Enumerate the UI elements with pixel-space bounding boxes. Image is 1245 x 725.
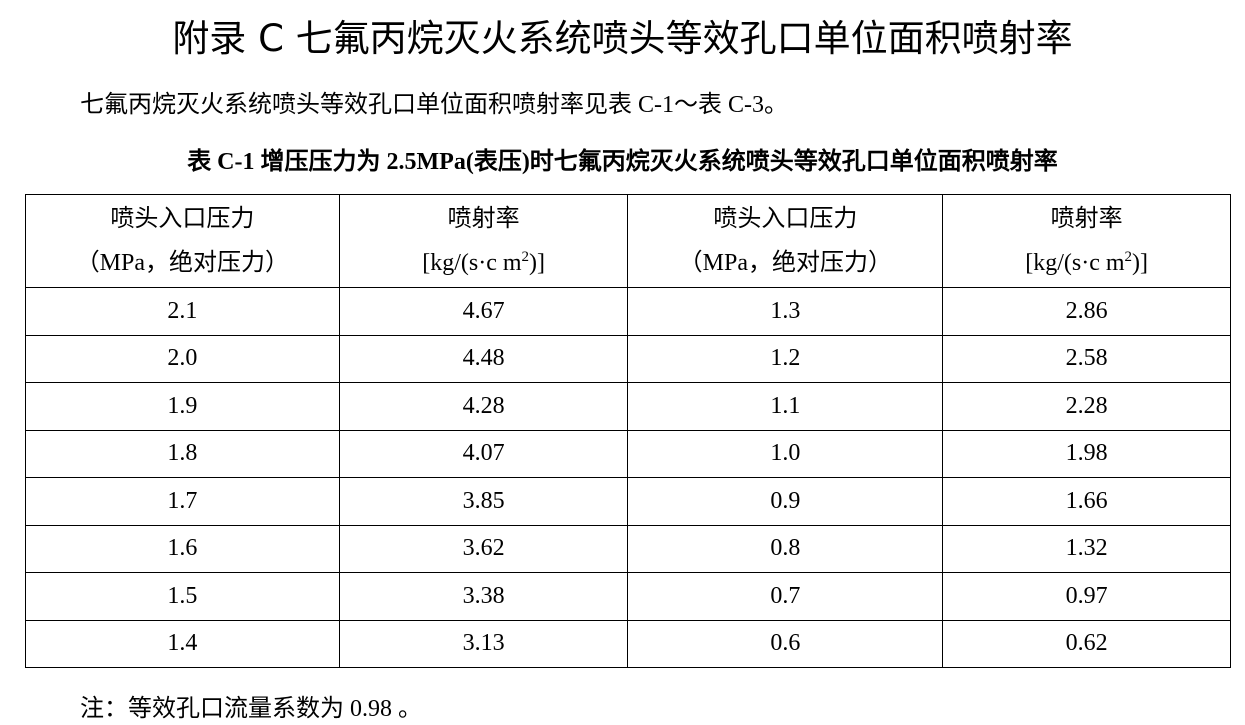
table-caption: 表 C-1 增压压力为 2.5MPa(表压)时七氟丙烷灭火系统喷头等效孔口单位面… bbox=[187, 149, 1058, 175]
table-cell: 0.7 bbox=[627, 572, 944, 621]
header-line: 喷头入口压力 bbox=[110, 206, 255, 232]
table-cell: 4.28 bbox=[338, 382, 629, 431]
table-row: 1.7 3.85 0.9 1.66 bbox=[25, 477, 1231, 526]
table-cell: 1.6 bbox=[25, 524, 340, 573]
data-table: 喷头入口压力 （MPa，绝对压力） 喷射率 [kg/(s·c m2)] 喷头入口压力 （M… bbox=[25, 194, 1231, 668]
table-cell: 0.9 bbox=[627, 477, 944, 526]
table-row: 1.5 3.38 0.7 0.97 bbox=[25, 572, 1231, 621]
table-cell: 2.86 bbox=[942, 287, 1231, 336]
header-row: 喷头入口压力 （MPa，绝对压力） 喷射率 [kg/(s·c m2)] 喷头入口压力 （M… bbox=[25, 194, 1231, 288]
header-cell: 喷射率 [kg/(s·c m2)] bbox=[338, 194, 629, 288]
header-unit: [kg/(s·c m bbox=[1025, 250, 1125, 276]
table-cell: 3.85 bbox=[338, 477, 629, 526]
table-row: 2.1 4.67 1.3 2.86 bbox=[25, 287, 1231, 336]
header-line: 喷射率 bbox=[1050, 206, 1123, 232]
header-unit: )] bbox=[1132, 250, 1148, 276]
header-line: 喷射率 bbox=[447, 206, 520, 232]
header-unit: )] bbox=[529, 250, 545, 276]
table-cell: 3.13 bbox=[338, 619, 629, 668]
table-row: 2.0 4.48 1.2 2.58 bbox=[25, 334, 1231, 383]
table-cell: 0.97 bbox=[942, 572, 1231, 621]
table-cell: 3.38 bbox=[338, 572, 629, 621]
header-unit-sup: 2 bbox=[1124, 249, 1133, 265]
table-cell: 0.6 bbox=[627, 619, 944, 668]
table-body: 2.1 4.67 1.3 2.86 2.0 4.48 1.2 2.58 1.9 4.28 1.1 2.… bbox=[25, 287, 1231, 668]
table-row: 1.6 3.62 0.8 1.32 bbox=[25, 524, 1231, 573]
table-cell: 3.62 bbox=[338, 524, 629, 573]
table-cell: 1.66 bbox=[942, 477, 1231, 526]
header-cell: 喷射率 [kg/(s·c m2)] bbox=[942, 194, 1231, 288]
table-cell: 4.48 bbox=[338, 334, 629, 383]
intro-text: 七氟丙烷灭火系统喷头等效孔口单位面积喷射率见表 C-1～表 C-3。 bbox=[80, 92, 788, 118]
header-unit-sup: 2 bbox=[521, 249, 530, 265]
header-cell: 喷头入口压力 （MPa，绝对压力） bbox=[627, 194, 944, 288]
table-row: 1.8 4.07 1.0 1.98 bbox=[25, 429, 1231, 478]
table-cell: 1.2 bbox=[627, 334, 944, 383]
table-row: 1.4 3.13 0.6 0.62 bbox=[25, 619, 1231, 668]
table-cell: 1.9 bbox=[25, 382, 340, 431]
table-cell: 0.62 bbox=[942, 619, 1231, 668]
table-cell: 1.3 bbox=[627, 287, 944, 336]
table-head: 喷头入口压力 （MPa，绝对压力） 喷射率 [kg/(s·c m2)] 喷头入口压力 （M… bbox=[25, 194, 1231, 288]
table-row: 1.9 4.28 1.1 2.28 bbox=[25, 382, 1231, 431]
table-cell: 1.4 bbox=[25, 619, 340, 668]
table-cell: 1.1 bbox=[627, 382, 944, 431]
header-unit: [kg/(s·c m bbox=[422, 250, 522, 276]
table-cell: 4.07 bbox=[338, 429, 629, 478]
table-cell: 2.0 bbox=[25, 334, 340, 383]
table-cell: 2.1 bbox=[25, 287, 340, 336]
note-text: 注：等效孔口流量系数为 0.98 。 bbox=[80, 696, 422, 722]
table-cell: 1.5 bbox=[25, 572, 340, 621]
table-cell: 1.32 bbox=[942, 524, 1231, 573]
header-line: 喷头入口压力 bbox=[713, 206, 858, 232]
header-cell: 喷头入口压力 （MPa，绝对压力） bbox=[25, 194, 340, 288]
table-cell: 2.28 bbox=[942, 382, 1231, 431]
table-cell: 1.8 bbox=[25, 429, 340, 478]
table-cell: 2.58 bbox=[942, 334, 1231, 383]
table-cell: 4.67 bbox=[338, 287, 629, 336]
table-cell: 1.98 bbox=[942, 429, 1231, 478]
table-cell: 1.0 bbox=[627, 429, 944, 478]
header-line: （MPa，绝对压力） bbox=[75, 250, 290, 276]
header-line: （MPa，绝对压力） bbox=[678, 250, 893, 276]
table-cell: 0.8 bbox=[627, 524, 944, 573]
table-cell: 1.7 bbox=[25, 477, 340, 526]
page-title: 附录 C 七氟丙烷灭火系统喷头等效孔口单位面积喷射率 bbox=[172, 17, 1073, 60]
